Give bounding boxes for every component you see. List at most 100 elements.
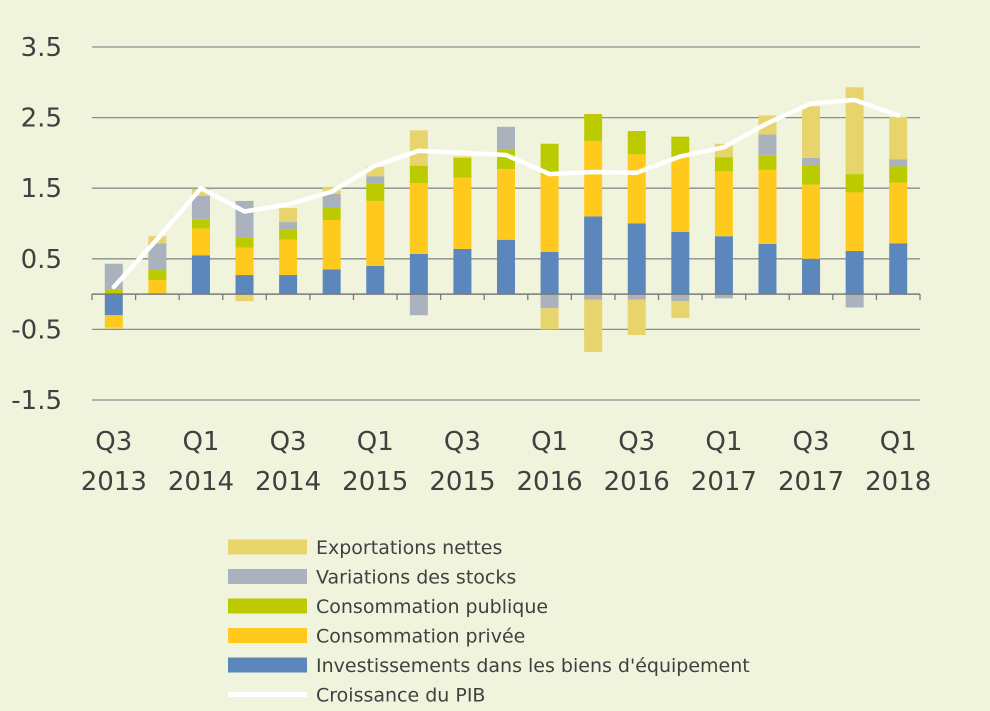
bar-segment-investissements-dans-les-biens-d-equipement bbox=[889, 243, 908, 295]
bar-segment-investissements-dans-les-biens-d-equipement bbox=[497, 239, 515, 295]
bar-segment-variations-des-stocks bbox=[322, 193, 341, 208]
bar-segment-consommation-privee bbox=[497, 169, 515, 240]
bar-segment-investissements-dans-les-biens-d-equipement bbox=[845, 251, 864, 295]
legend-label-variations-des-stocks: Variations des stocks bbox=[316, 567, 516, 589]
bar-segment-variations-des-stocks bbox=[191, 195, 210, 220]
x-tick-label-year: 2013 bbox=[81, 467, 147, 497]
bar-segment-variations-des-stocks bbox=[279, 222, 298, 230]
bar-segment-consommation-publique bbox=[366, 183, 385, 201]
bar-segment-variations-des-stocks bbox=[714, 294, 733, 299]
x-tick-label-year: 2015 bbox=[342, 467, 408, 497]
bar-segment-variations-des-stocks bbox=[889, 159, 908, 167]
bar-segment-exportations-nettes bbox=[409, 130, 428, 166]
bar-segment-variations-des-stocks bbox=[366, 176, 385, 184]
bar-segment-consommation-privee bbox=[366, 200, 385, 266]
bar-segment-exportations-nettes bbox=[366, 167, 385, 177]
bar-segment-exportations-nettes bbox=[191, 188, 210, 196]
x-tick-label-quarter: Q3 bbox=[95, 427, 132, 457]
bar-segment-consommation-publique bbox=[235, 237, 254, 248]
legend-swatch-consommation-privee bbox=[228, 628, 307, 643]
bar-segment-exportations-nettes bbox=[453, 156, 472, 158]
bar-segment-consommation-privee bbox=[671, 156, 690, 232]
y-tick-label: 1.5 bbox=[21, 174, 62, 204]
bar-segment-exportations-nettes bbox=[279, 207, 298, 223]
bar-segment-consommation-publique bbox=[540, 143, 559, 175]
bar-segment-variations-des-stocks bbox=[540, 294, 559, 309]
bar-segment-consommation-privee bbox=[104, 315, 123, 328]
gdp-growth-line bbox=[111, 97, 901, 290]
bar-segment-consommation-privee bbox=[714, 171, 733, 237]
stacked-bars bbox=[104, 87, 908, 352]
bar-segment-investissements-dans-les-biens-d-equipement bbox=[235, 275, 254, 295]
bar-segment-exportations-nettes bbox=[845, 87, 864, 175]
bar-segment-consommation-privee bbox=[322, 219, 341, 270]
bar-segment-consommation-publique bbox=[148, 270, 167, 280]
bar-segment-variations-des-stocks bbox=[627, 294, 646, 300]
bar-segment-investissements-dans-les-biens-d-equipement bbox=[758, 243, 777, 295]
bar-segment-consommation-publique bbox=[714, 157, 733, 172]
bar-segment-exportations-nettes bbox=[802, 106, 821, 158]
legend-label-consommation-publique: Consommation publique bbox=[316, 596, 548, 618]
x-tick-label-year: 2017 bbox=[691, 467, 757, 497]
bar-segment-consommation-privee bbox=[453, 177, 472, 249]
x-tick-label-quarter: Q3 bbox=[270, 427, 307, 457]
y-tick-label: 2.5 bbox=[21, 104, 62, 134]
bar-segment-consommation-publique bbox=[584, 114, 603, 141]
x-tick-label-year: 2016 bbox=[604, 467, 670, 497]
bar-segment-investissements-dans-les-biens-d-equipement bbox=[409, 253, 428, 295]
bar-segment-exportations-nettes bbox=[584, 299, 603, 352]
bar-segment-consommation-publique bbox=[409, 165, 428, 184]
bar-segment-consommation-privee bbox=[889, 182, 908, 244]
bar-segment-consommation-publique bbox=[627, 131, 646, 155]
bar-segment-consommation-privee bbox=[758, 169, 777, 244]
x-tick-label-quarter: Q1 bbox=[880, 427, 917, 457]
bar-segment-consommation-privee bbox=[279, 239, 298, 276]
bar-segment-investissements-dans-les-biens-d-equipement bbox=[671, 231, 690, 295]
bar-segment-investissements-dans-les-biens-d-equipement bbox=[453, 248, 472, 295]
bar-segment-consommation-privee bbox=[802, 184, 821, 259]
bar-segment-consommation-publique bbox=[845, 174, 864, 193]
bar-segment-consommation-publique bbox=[889, 166, 908, 183]
bar-segment-consommation-publique bbox=[191, 219, 210, 229]
bar-segment-investissements-dans-les-biens-d-equipement bbox=[714, 236, 733, 295]
x-tick-label-quarter: Q3 bbox=[618, 427, 655, 457]
x-tick-label-quarter: Q1 bbox=[531, 427, 568, 457]
x-tick-label-year: 2014 bbox=[255, 467, 321, 497]
bar-segment-variations-des-stocks bbox=[671, 294, 690, 302]
bar-segment-investissements-dans-les-biens-d-equipement bbox=[802, 258, 821, 295]
bar-segment-exportations-nettes bbox=[104, 327, 123, 329]
x-tick-label-quarter: Q3 bbox=[793, 427, 830, 457]
bar-segment-consommation-publique bbox=[758, 155, 777, 170]
y-axis-tick-labels: 3.5 2.5 1.5 0.5 -0.5 -1.5 bbox=[11, 33, 62, 416]
x-tick-label-year: 2015 bbox=[429, 467, 495, 497]
bar-segment-investissements-dans-les-biens-d-equipement bbox=[584, 216, 603, 295]
x-axis-tick-labels: Q3 2013 Q1 2014 Q3 2014 Q1 2015 Q3 2015 Q1 2016 Q3 20… bbox=[81, 427, 932, 497]
bar-segment-variations-des-stocks bbox=[409, 294, 428, 316]
x-tick-label-year: 2017 bbox=[778, 467, 844, 497]
bar-segment-variations-des-stocks bbox=[758, 134, 777, 156]
bar-segment-exportations-nettes bbox=[889, 116, 908, 160]
bar-segment-investissements-dans-les-biens-d-equipement bbox=[191, 255, 210, 295]
bar-segment-consommation-publique bbox=[802, 164, 821, 185]
bar-segment-variations-des-stocks bbox=[584, 294, 603, 300]
bar-segment-consommation-publique bbox=[322, 207, 341, 220]
bar-segment-consommation-privee bbox=[191, 228, 210, 256]
bar-segment-variations-des-stocks bbox=[845, 294, 864, 308]
x-tick-label-quarter: Q1 bbox=[357, 427, 394, 457]
y-tick-label: 0.5 bbox=[21, 245, 62, 275]
legend-label-exportations-nettes: Exportations nettes bbox=[316, 537, 502, 559]
bar-segment-consommation-privee bbox=[845, 192, 864, 252]
y-tick-label: -1.5 bbox=[11, 386, 62, 416]
bar-segment-investissements-dans-les-biens-d-equipement bbox=[366, 265, 385, 295]
legend-label-croissance-du-pib: Croissance du PIB bbox=[316, 685, 485, 707]
legend: Exportations nettes Variations des stocks… bbox=[228, 537, 750, 707]
bar-segment-consommation-privee bbox=[627, 154, 646, 224]
legend-swatch-investissements-dans-les-biens-d-equipement bbox=[228, 657, 307, 673]
bar-segment-consommation-privee bbox=[584, 140, 603, 217]
x-tick-label-year: 2014 bbox=[168, 467, 234, 497]
x-axis bbox=[91, 293, 921, 301]
bar-segment-consommation-publique bbox=[671, 136, 690, 157]
legend-swatch-exportations-nettes bbox=[228, 539, 307, 555]
y-tick-label: -0.5 bbox=[11, 315, 62, 345]
legend-label-investissements-dans-les-biens-d-equipement: Investissements dans les biens d'équipem… bbox=[316, 655, 750, 677]
